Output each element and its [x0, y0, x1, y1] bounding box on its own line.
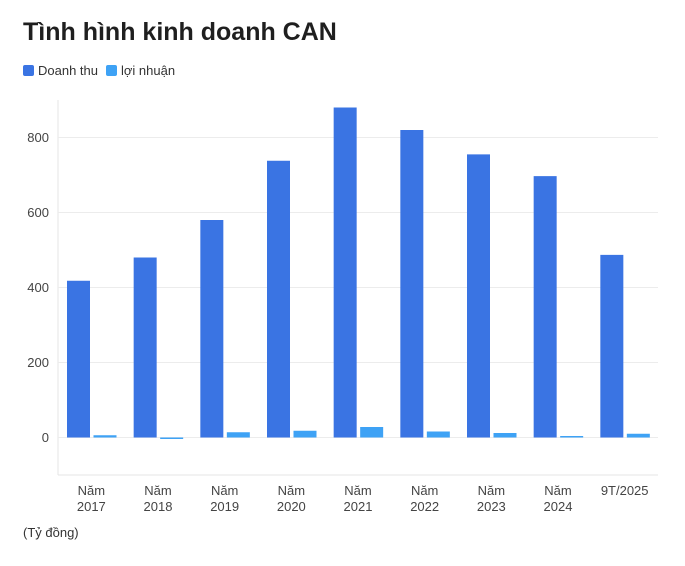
- bar-revenue: [600, 254, 624, 438]
- x-tick-label: Năm: [344, 483, 371, 498]
- x-tick-label: 2018: [144, 499, 173, 514]
- legend-item-revenue[interactable]: Doanh thu: [23, 63, 98, 78]
- bar-revenue: [133, 257, 157, 438]
- bar-revenue: [400, 130, 424, 438]
- bar-revenue: [67, 280, 90, 438]
- x-tick-label: Năm: [144, 483, 171, 498]
- bar-profit: [626, 433, 650, 438]
- x-tick-label: Năm: [278, 483, 305, 498]
- x-tick-label: Năm: [78, 483, 105, 498]
- bar-profit: [226, 432, 250, 438]
- y-tick-label: 800: [27, 130, 49, 145]
- x-tick-label: 2023: [477, 499, 506, 514]
- y-tick-label: 0: [42, 430, 49, 445]
- bar-revenue: [333, 107, 357, 438]
- x-tick-label: Năm: [411, 483, 438, 498]
- y-tick-label: 600: [27, 205, 49, 220]
- legend-item-profit[interactable]: lợi nhuận: [106, 63, 175, 78]
- bar-profit: [160, 437, 184, 439]
- x-tick-label: 2020: [277, 499, 306, 514]
- x-tick-label: Năm: [544, 483, 571, 498]
- y-tick-label: 400: [27, 280, 49, 295]
- x-tick-label: Năm: [211, 483, 238, 498]
- legend-swatch-profit: [106, 65, 117, 76]
- legend-label-profit: lợi nhuận: [121, 63, 176, 78]
- x-tick-label: 2021: [344, 499, 373, 514]
- x-tick-label: 2022: [410, 499, 439, 514]
- bar-profit: [360, 427, 384, 438]
- bar-revenue: [200, 220, 224, 438]
- legend-swatch-revenue: [23, 65, 34, 76]
- legend: Doanh thu lợi nhuận: [23, 63, 183, 78]
- bar-profit: [93, 435, 117, 438]
- bar-profit: [426, 431, 450, 438]
- bar-profit: [293, 430, 317, 438]
- legend-label-revenue: Doanh thu: [38, 63, 98, 78]
- bar-profit: [493, 433, 517, 438]
- bar-revenue: [267, 160, 290, 438]
- x-tick-label: 2024: [544, 499, 573, 514]
- bar-profit: [560, 436, 584, 438]
- x-tick-label: Năm: [478, 483, 505, 498]
- x-tick-label: 2017: [77, 499, 106, 514]
- x-tick-label: 9T/2025: [601, 483, 649, 498]
- bar-revenue: [533, 176, 557, 438]
- bar-revenue: [467, 154, 490, 438]
- x-tick-label: 2019: [210, 499, 239, 514]
- y-tick-label: 200: [27, 355, 49, 370]
- chart-title: Tình hình kinh doanh CAN: [23, 18, 337, 46]
- unit-note: (Tỷ đồng): [23, 525, 79, 540]
